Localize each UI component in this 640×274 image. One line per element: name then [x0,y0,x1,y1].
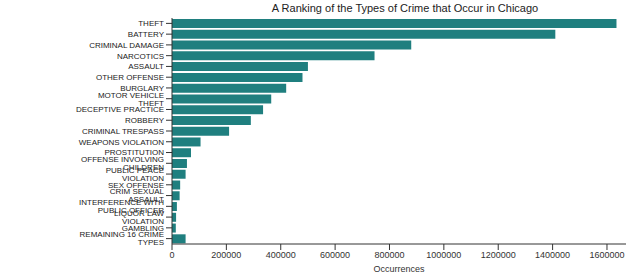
svg-text:1200000: 1200000 [481,250,516,260]
html-text:A Ranking of the Types of Crim: A Ranking of the Types of Crime that Occ… [271,2,539,14]
svg-text:1600000: 1600000 [589,250,624,260]
svg-text:ROBBERY: ROBBERY [125,116,165,125]
html-text:OFFENSE INVOLVING: OFFENSE INVOLVING [81,155,164,165]
svg-text:NARCOTICS: NARCOTICS [117,52,164,61]
svg-text:400000: 400000 [266,250,296,260]
svg-text:200000: 200000 [211,250,241,260]
svg-text:Occurrences: Occurrences [373,264,425,274]
svg-text:DECEPTIVE PRACTICE: DECEPTIVE PRACTICE [76,105,164,114]
svg-text:CRIMINAL TRESPASS: CRIMINAL TRESPASS [82,127,164,136]
svg-text:THEFT: THEFT [138,19,164,28]
html-text:CRIM SEXUAL: CRIM SEXUAL [109,187,164,197]
html-text:INTERFERENCE WITH: INTERFERENCE WITH [79,198,164,208]
svg-text:0: 0 [169,250,174,260]
svg-text:GAMBLING: GAMBLING [121,223,164,233]
svg-text:1000000: 1000000 [426,250,461,260]
svg-text:WEAPONS VIOLATION: WEAPONS VIOLATION [79,138,164,147]
html-text:ASSAULT: ASSAULT [128,195,164,205]
html-text:THEFT: THEFT [138,98,164,108]
html-text:PUBLIC PEACE: PUBLIC PEACE [105,165,164,175]
svg-text:BATTERY: BATTERY [128,30,165,39]
html-text:LIQUOR LAW: LIQUOR LAW [114,208,164,218]
html-text:PUBLIC OFFICER: PUBLIC OFFICER [97,206,164,216]
html-text:VIOLATION: VIOLATION [121,216,164,226]
html-text:VIOLATION: VIOLATION [121,173,164,183]
svg-text:OTHER OFFENSE: OTHER OFFENSE [96,73,164,82]
svg-text:REMAINING 16 CRIMETYPES: REMAINING 16 CRIMETYPES [80,230,164,247]
svg-text:800000: 800000 [374,250,404,260]
svg-text:PROSTITUTION: PROSTITUTION [104,148,164,158]
svg-text:1400000: 1400000 [535,250,570,260]
svg-text:CRIMINAL DAMAGE: CRIMINAL DAMAGE [89,41,164,50]
svg-text:SEX OFFENSE: SEX OFFENSE [108,180,164,190]
html-text:MOTOR VEHICLE: MOTOR VEHICLE [97,90,164,100]
svg-text:600000: 600000 [320,250,350,260]
svg-text:ASSAULT: ASSAULT [128,62,164,71]
html-text:CHILDREN: CHILDREN [123,163,164,173]
svg-text:BURGLARY: BURGLARY [120,83,164,93]
